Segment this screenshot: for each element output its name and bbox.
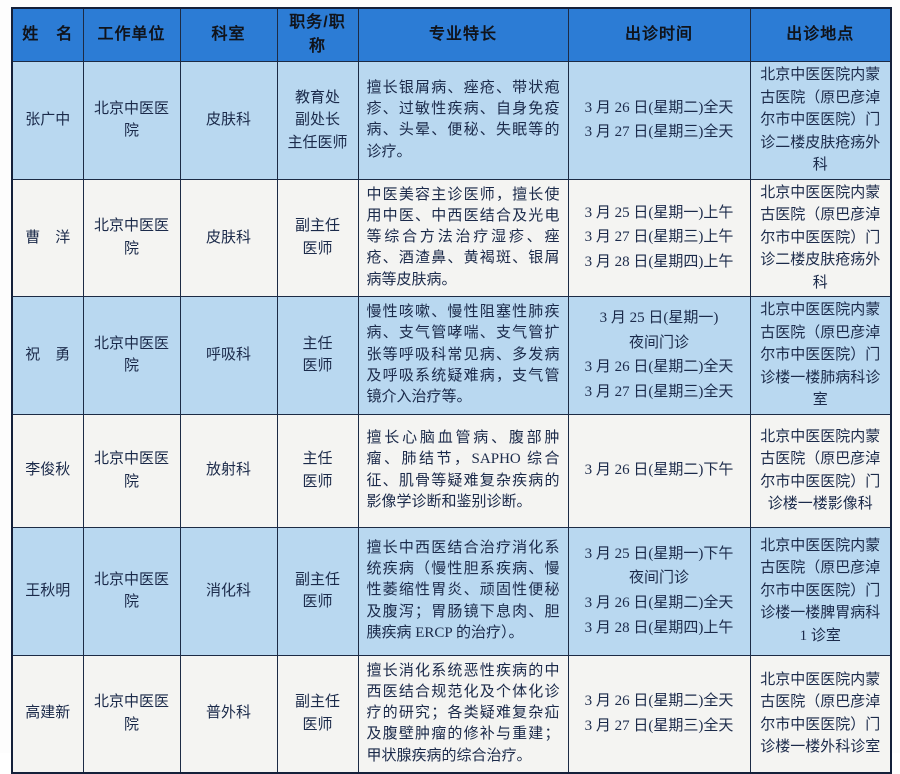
cell-specialty: 擅长银屑病、痤疮、带状疱疹、过敏性疾病、自身免疫病、头晕、便秘、失眠等的诊疗。 — [357, 61, 569, 180]
col-header-time: 出诊时间 — [567, 7, 751, 62]
cell-specialty: 中医美容主诊医师，擅长使用中医、中西医结合及光电等综合方法治疗湿疹、痤疮、酒渣鼻… — [357, 178, 569, 297]
cell-department: 皮肤科 — [179, 178, 278, 297]
cell-department: 皮肤科 — [179, 61, 278, 180]
cell-doctor-name: 祝 勇 — [11, 296, 84, 415]
table-row-wangqiuming: 王秋明 北京中医医院 消化科 副主任 医师 擅长中西医结合治疗消化系统疾病（慢性… — [11, 526, 892, 656]
cell-job-title: 副主任 医师 — [276, 178, 359, 297]
cell-doctor-name: 曹 洋 — [11, 178, 84, 297]
cell-visit-time: 3 月 26 日(星期二)全天 3 月 27 日(星期三)全天 — [567, 61, 751, 180]
cell-work-unit: 北京中医医院 — [82, 413, 181, 528]
table-row-zhuyong: 祝 勇 北京中医医院 呼吸科 主任 医师 慢性咳嗽、慢性阻塞性肺疾病、支气管哮喘… — [11, 296, 892, 415]
col-header-title: 职务/职称 — [276, 7, 359, 62]
cell-visit-location: 北京中医医院内蒙古医院（原巴彦淖尔市中医医院）门诊楼一楼肺病科诊室 — [749, 296, 892, 415]
cell-visit-time: 3 月 25 日(星期一)下午 夜间门诊 3 月 26 日(星期二)全天 3 月… — [567, 526, 751, 656]
cell-specialty: 慢性咳嗽、慢性阻塞性肺疾病、支气管哮喘、支气管扩张等呼吸科常见病、多发病及呼吸系… — [357, 296, 569, 415]
cell-specialty: 擅长中西医结合治疗消化系统疾病（慢性胆系疾病、慢性萎缩性胃炎、顽固性便秘及腹泻；… — [357, 526, 569, 656]
cell-visit-time: 3 月 25 日(星期一) 夜间门诊 3 月 26 日(星期二)全天 3 月 2… — [567, 296, 751, 415]
cell-department: 消化科 — [179, 526, 278, 656]
cell-specialty: 擅长消化系统恶性疾病的中西医结合规范化及个体化诊疗的研究；各类疑难复杂疝及腹壁肿… — [357, 654, 569, 774]
cell-doctor-name: 张广中 — [11, 61, 84, 180]
cell-job-title: 副主任 医师 — [276, 526, 359, 656]
table-row-lijunqiu: 李俊秋 北京中医医院 放射科 主任 医师 擅长心脑血管病、腹部肿瘤、肺结节，SA… — [11, 413, 892, 528]
cell-work-unit: 北京中医医院 — [82, 296, 181, 415]
cell-job-title: 主任 医师 — [276, 296, 359, 415]
cell-work-unit: 北京中医医院 — [82, 526, 181, 656]
cell-work-unit: 北京中医医院 — [82, 178, 181, 297]
cell-doctor-name: 高建新 — [11, 654, 84, 774]
cell-work-unit: 北京中医医院 — [82, 61, 181, 180]
cell-department: 普外科 — [179, 654, 278, 774]
cell-job-title: 教育处 副处长 主任医师 — [276, 61, 359, 180]
col-header-dept: 科室 — [179, 7, 278, 62]
doctor-schedule-table: 姓 名 工作单位 科室 职务/职称 专业特长 出诊时间 出诊地点 张广中 北京中… — [11, 7, 892, 774]
cell-doctor-name: 王秋明 — [11, 526, 84, 656]
cell-visit-location: 北京中医医院内蒙古医院（原巴彦淖尔市中医医院）门诊楼一楼影像科 — [749, 413, 892, 528]
col-header-name: 姓 名 — [11, 7, 84, 62]
cell-visit-time: 3 月 25 日(星期一)上午 3 月 27 日(星期三)上午 3 月 28 日… — [567, 178, 751, 297]
cell-visit-location: 北京中医医院内蒙古医院（原巴彦淖尔市中医医院）门诊楼一楼外科诊室 — [749, 654, 892, 774]
cell-department: 呼吸科 — [179, 296, 278, 415]
col-header-unit: 工作单位 — [82, 7, 181, 62]
cell-job-title: 副主任 医师 — [276, 654, 359, 774]
col-header-location: 出诊地点 — [749, 7, 892, 62]
cell-visit-time: 3 月 26 日(星期二)全天 3 月 27 日(星期三)全天 — [567, 654, 751, 774]
cell-doctor-name: 李俊秋 — [11, 413, 84, 528]
cell-visit-location: 北京中医医院内蒙古医院（原巴彦淖尔市中医医院）门诊二楼皮肤疮疡外科 — [749, 61, 892, 180]
cell-job-title: 主任 医师 — [276, 413, 359, 528]
cell-work-unit: 北京中医医院 — [82, 654, 181, 774]
cell-visit-location: 北京中医医院内蒙古医院（原巴彦淖尔市中医医院）门诊楼一楼脾胃病科 1 诊室 — [749, 526, 892, 656]
cell-specialty: 擅长心脑血管病、腹部肿瘤、肺结节，SAPHO 综合征、肌骨等疑难复杂疾病的影像学… — [357, 413, 569, 528]
table-row-caoyang: 曹 洋 北京中医医院 皮肤科 副主任 医师 中医美容主诊医师，擅长使用中医、中西… — [11, 178, 892, 297]
table-row-zhangguangzhong: 张广中 北京中医医院 皮肤科 教育处 副处长 主任医师 擅长银屑病、痤疮、带状疱… — [11, 61, 892, 180]
header-row: 姓 名 工作单位 科室 职务/职称 专业特长 出诊时间 出诊地点 — [11, 7, 892, 62]
cell-department: 放射科 — [179, 413, 278, 528]
doctor-schedule-page: 姓 名 工作单位 科室 职务/职称 专业特长 出诊时间 出诊地点 张广中 北京中… — [11, 7, 892, 774]
cell-visit-time: 3 月 26 日(星期二)下午 — [567, 413, 751, 528]
table-row-gaojianxin: 高建新 北京中医医院 普外科 副主任 医师 擅长消化系统恶性疾病的中西医结合规范… — [11, 654, 892, 774]
cell-visit-location: 北京中医医院内蒙古医院（原巴彦淖尔市中医医院）门诊二楼皮肤疮疡外科 — [749, 178, 892, 297]
col-header-specialty: 专业特长 — [357, 7, 569, 62]
